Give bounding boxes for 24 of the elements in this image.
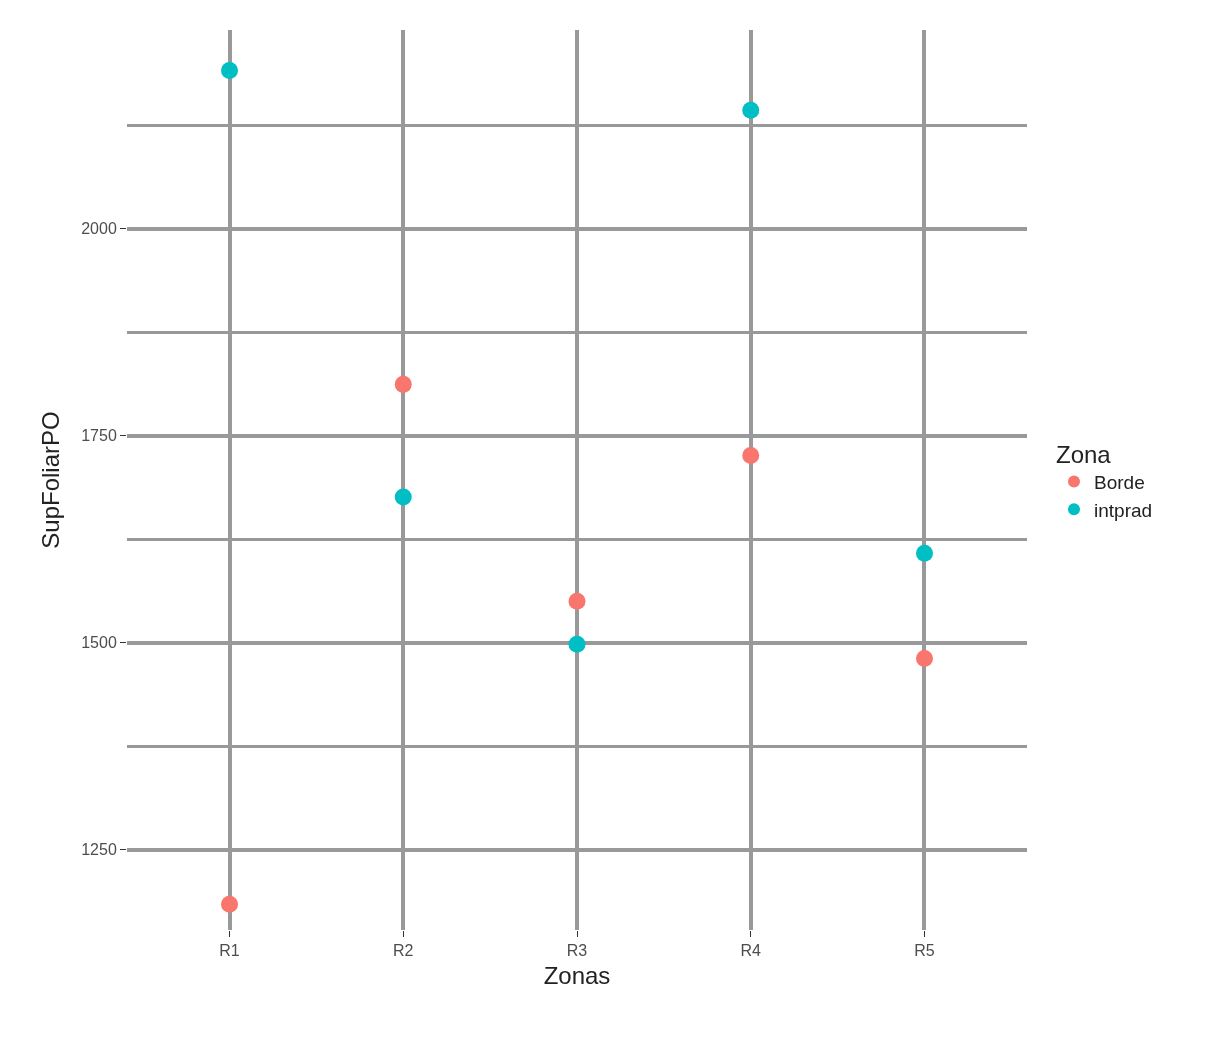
y-tick-label: 1500 — [81, 634, 117, 652]
point — [742, 447, 760, 465]
x-tick-label: R4 — [740, 942, 762, 960]
point — [221, 62, 239, 80]
y-tick-label: 2000 — [81, 220, 117, 238]
x-tick-label: R3 — [566, 942, 588, 960]
point — [916, 649, 933, 667]
y-axis-title: SupFoliarPO — [37, 411, 65, 549]
legend-label: intprad — [1094, 499, 1153, 521]
point — [568, 592, 586, 610]
point — [394, 488, 412, 506]
legend-title: Zona — [1056, 440, 1112, 468]
point — [394, 375, 412, 393]
point — [221, 895, 239, 913]
x-tick-label: R1 — [219, 942, 240, 960]
x-tick-label: R2 — [393, 942, 414, 960]
point — [916, 544, 933, 562]
point — [568, 635, 586, 653]
point — [742, 101, 760, 119]
y-tick-label: 1250 — [81, 841, 117, 859]
legend-label: Borde — [1094, 471, 1145, 493]
x-tick-label: R5 — [914, 942, 935, 960]
x-axis-title: Zonas — [543, 961, 611, 989]
y-tick-label: 1750 — [81, 427, 117, 445]
